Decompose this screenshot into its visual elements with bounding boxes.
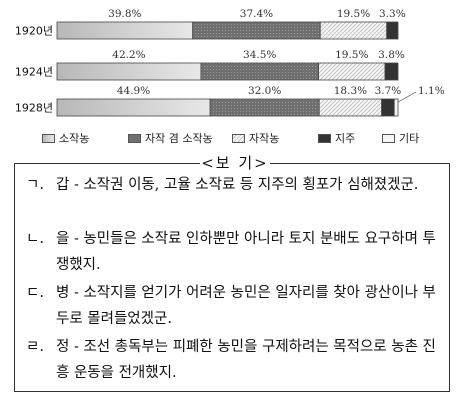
bar-segment — [318, 98, 383, 117]
chart-legend: 소작농 자작 겸 소작농 자작농 지주 기타 — [42, 130, 452, 148]
legend-item: 자작농 — [232, 130, 279, 146]
data-label: 44.9% — [117, 85, 150, 97]
year-label: 1924년 — [15, 66, 53, 79]
data-label: 39.8% — [108, 8, 141, 20]
bogi-item-text: 갑 - 소작권 이동, 고율 소작료 등 지주의 횡포가 심해졌겠군. — [56, 177, 419, 193]
data-label: 19.5% — [337, 8, 370, 20]
bar-segment — [393, 98, 399, 117]
data-label: 37.4% — [240, 8, 273, 20]
bogi-item-mark: ㄴ. — [26, 231, 44, 247]
data-label: 32.0% — [248, 85, 281, 97]
bogi-item-text: 을 - 농민들은 소작료 인하뿐만 아니라 토지 분배도 요구하며 투쟁했지. — [56, 231, 436, 273]
data-label: 18.3% — [334, 85, 367, 97]
data-label: 3.7% — [375, 85, 402, 97]
data-label: 3.3% — [379, 8, 406, 20]
data-label: 34.5% — [243, 49, 276, 61]
legend-item: 소작농 — [42, 130, 89, 146]
bar-segment — [56, 62, 202, 81]
bogi-item-mark: ㄷ. — [26, 285, 44, 301]
legend-swatch — [128, 133, 141, 143]
legend-label: 자작농 — [249, 132, 280, 145]
bar-segment — [319, 21, 388, 40]
bar-segment — [381, 98, 395, 117]
legend-swatch — [232, 133, 245, 143]
data-label: 42.2% — [112, 49, 145, 61]
data-label: 3.8% — [378, 49, 405, 61]
legend-swatch — [42, 133, 55, 143]
stacked-bar-chart: 1920년 39.8% 37.4% 19.5% 3.3% 1924년 42.2% 34.5% 1… — [15, 8, 445, 117]
bogi-title: <보 기> — [200, 154, 270, 172]
legend-item: 지주 — [318, 130, 355, 146]
data-label: 19.5% — [335, 49, 368, 61]
bar-segment — [384, 62, 399, 81]
legend-swatch — [382, 133, 395, 143]
legend-label: 기타 — [399, 132, 420, 145]
legend-label: 지주 — [335, 132, 356, 145]
legend-item: 자작 겸 소작농 — [128, 130, 213, 146]
bogi-item-mark: ㄱ. — [26, 177, 44, 193]
bar-segment — [56, 21, 194, 40]
bar-segment — [192, 21, 321, 40]
data-label-leader — [397, 91, 417, 103]
legend-label: 자작 겸 소작농 — [145, 132, 213, 145]
bogi-item-text: 정 - 조선 총독부는 피폐한 농민을 구제하려는 목적으로 농촌 진흥 운동을… — [56, 339, 436, 381]
legend-swatch — [318, 133, 331, 143]
data-label: 1.1% — [418, 85, 445, 97]
bogi-item-text: 병 - 소작지를 얻기가 어려운 농민은 일자리를 찾아 광산이나 부두로 몰려… — [56, 285, 436, 327]
bar-segment — [200, 62, 319, 81]
bogi-item-mark: ㄹ. — [26, 339, 44, 355]
bar-segment — [209, 98, 320, 117]
bar-segment — [318, 62, 386, 81]
year-label: 1920년 — [15, 25, 53, 38]
bar-segment — [56, 98, 211, 117]
legend-label: 소작농 — [59, 132, 90, 145]
year-label: 1928년 — [15, 102, 53, 115]
bar-segment — [386, 21, 399, 40]
legend-item: 기타 — [382, 130, 419, 146]
